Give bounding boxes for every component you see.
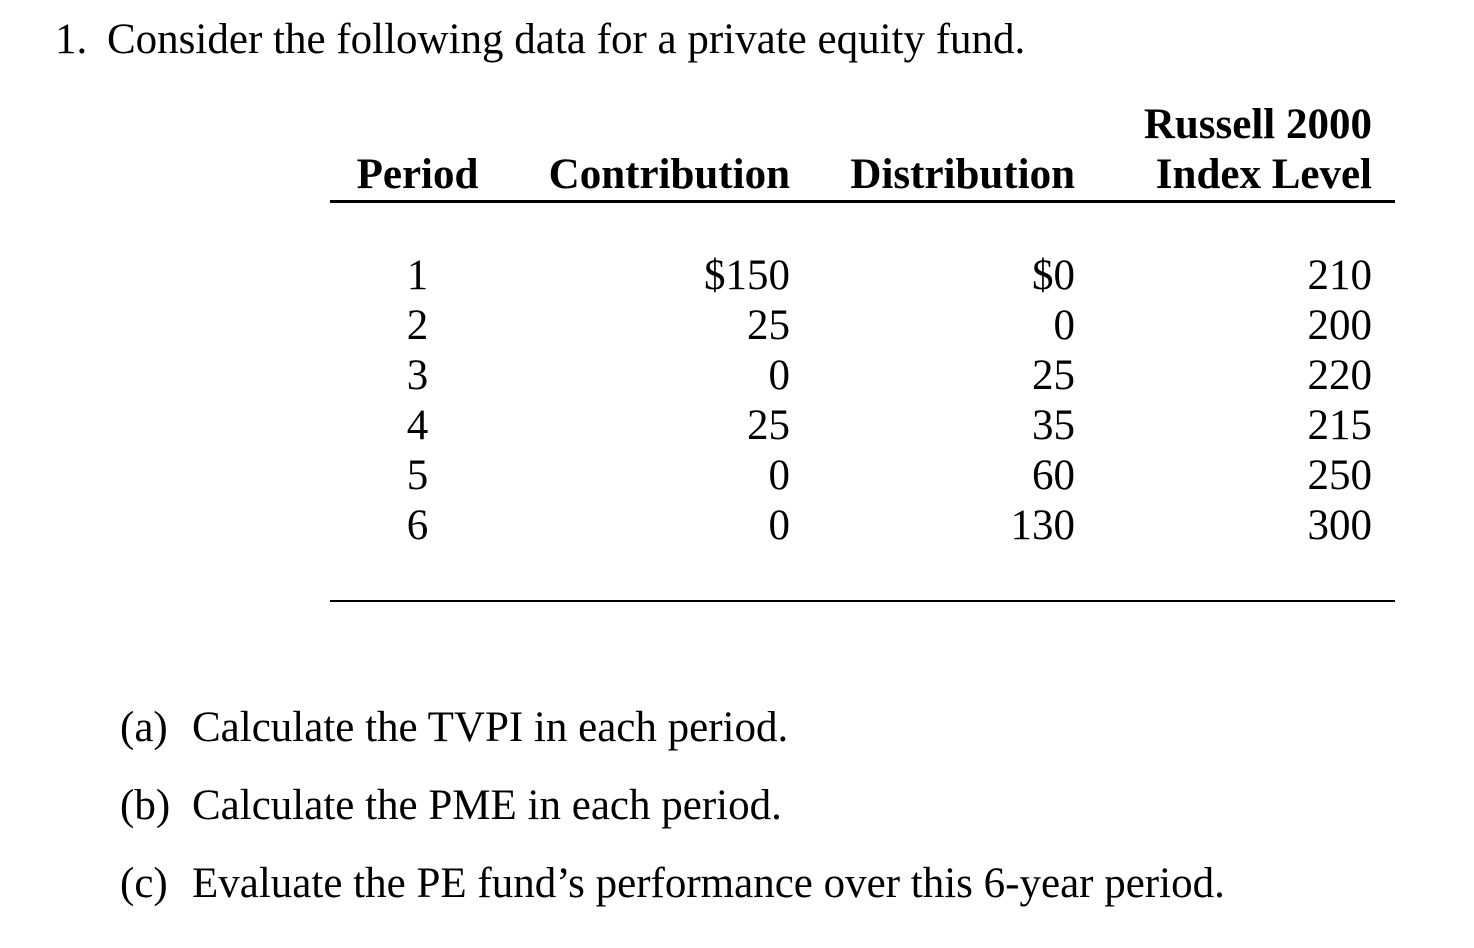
table-row: 4 25 35 215 (330, 401, 1395, 451)
cell-period: 3 (406, 352, 429, 399)
cell-distribution: 25 (1032, 352, 1075, 399)
cell-period: 4 (406, 402, 429, 449)
cell-distribution: 60 (1032, 452, 1075, 499)
table-row: 6 0 130 300 (330, 501, 1395, 551)
cell-contribution: 0 (768, 452, 791, 499)
cell-contribution: 0 (768, 352, 791, 399)
cell-index-level: 250 (1307, 452, 1373, 499)
header-spacer (330, 100, 505, 150)
cell-index-level: 220 (1307, 352, 1373, 399)
cell-distribution: 35 (1032, 402, 1075, 449)
cell-index-level: 215 (1307, 402, 1373, 449)
question-label: (b) (120, 782, 171, 829)
cell-index-level: 210 (1307, 252, 1373, 299)
cell-distribution: 130 (1010, 502, 1076, 549)
table-header-row: Period Contribution Distribution Index L… (330, 150, 1395, 203)
question-label: (a) (120, 704, 168, 751)
table-spacer-row (330, 202, 1395, 252)
column-header-contribution: Contribution (505, 150, 790, 203)
column-header-russell-2000: Russell 2000 (1143, 101, 1372, 148)
question-item-b: (b) Calculate the PME in each period. (120, 781, 1225, 831)
column-header-index-level: Index Level (1075, 150, 1395, 203)
question-list: (a) Calculate the TVPI in each period. (… (120, 703, 1225, 937)
problem-number: 1. (55, 16, 88, 63)
cell-period: 1 (406, 252, 429, 299)
cell-distribution: 0 (1053, 302, 1076, 349)
cell-index-level: 200 (1307, 302, 1373, 349)
cell-contribution: $150 (704, 252, 790, 299)
cell-period: 5 (406, 452, 429, 499)
fund-data-table: Russell 2000 Period Contribution Distrib… (330, 100, 1395, 602)
table-row: 5 0 60 250 (330, 451, 1395, 501)
cell-contribution: 25 (747, 302, 790, 349)
table-row: 3 0 25 220 (330, 351, 1395, 401)
cell-contribution: 0 (768, 502, 791, 549)
problem-statement: Consider the following data for a privat… (107, 16, 1026, 63)
question-text: Evaluate the PE fund’s performance over … (192, 860, 1225, 907)
column-header-distribution: Distribution (790, 150, 1075, 203)
question-text: Calculate the TVPI in each period. (192, 704, 789, 751)
table-row: 2 25 0 200 (330, 301, 1395, 351)
cell-period: 6 (406, 502, 429, 549)
column-header-period: Period (330, 150, 505, 203)
question-item-c: (c) Evaluate the PE fund’s performance o… (120, 859, 1225, 909)
table-row: 1 $150 $0 210 (330, 251, 1395, 301)
header-spacer (790, 100, 1075, 150)
question-label: (c) (120, 860, 168, 907)
cell-distribution: $0 (1032, 252, 1075, 299)
question-item-a: (a) Calculate the TVPI in each period. (120, 703, 1225, 753)
header-spacer (505, 100, 790, 150)
cell-index-level: 300 (1307, 502, 1373, 549)
problem-heading: 1. Consider the following data for a pri… (55, 15, 1025, 65)
question-text: Calculate the PME in each period. (192, 782, 782, 829)
table-spacer-row (330, 551, 1395, 601)
table-header-row-top: Russell 2000 (330, 100, 1395, 150)
cell-contribution: 25 (747, 402, 790, 449)
cell-period: 2 (406, 302, 429, 349)
